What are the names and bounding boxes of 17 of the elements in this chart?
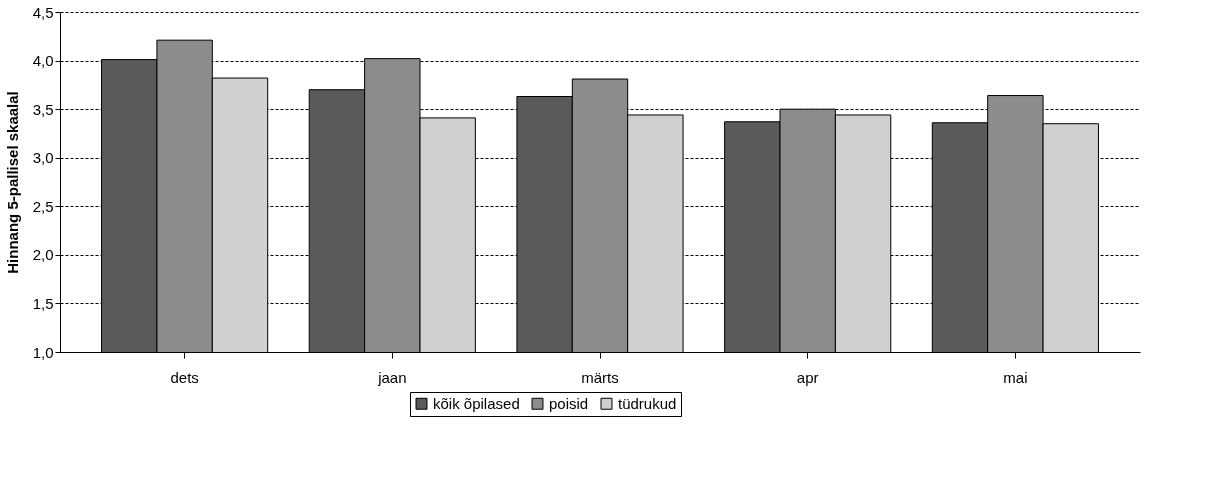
y-tick-label: 3,0 (32, 149, 54, 167)
x-tick-label: dets (170, 368, 199, 386)
x-tick-label: märts (581, 368, 619, 386)
y-tick-label: 4,5 (32, 3, 54, 21)
y-axis-title: Hinnang 5-pallisel skaalal (3, 91, 21, 274)
y-tick-label: 2,5 (32, 197, 54, 215)
legend-label: kõik õpilased (433, 394, 520, 412)
x-tick-label: jaan (377, 368, 407, 386)
y-tick-label: 3,5 (32, 100, 54, 118)
y-tick-label: 1,5 (32, 294, 54, 312)
legend-label: tüdrukud (618, 394, 677, 412)
y-tick-label: 1,0 (32, 343, 54, 361)
x-tick-label: apr (796, 368, 819, 386)
y-tick-label: 2,0 (32, 246, 54, 264)
y-tick-label: 4,0 (32, 52, 54, 70)
x-tick-label: mai (1003, 368, 1028, 386)
legend-label: poisid (549, 394, 589, 412)
